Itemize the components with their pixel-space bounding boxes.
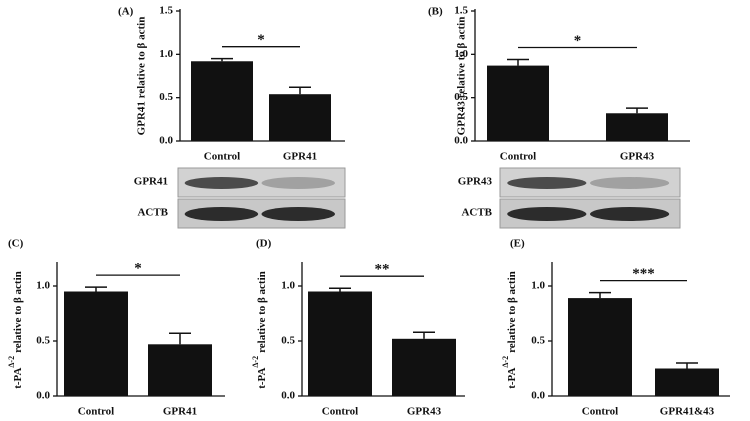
blot-label: ACTB [461, 207, 492, 219]
y-axis-label: t-PAΔ-2 relative to β actin [7, 271, 24, 389]
x-tick-label: Control [78, 406, 114, 418]
blot-band [184, 177, 259, 189]
y-tick-label: 0.5 [281, 335, 295, 347]
panel-label: (C) [8, 238, 24, 250]
bar [269, 94, 331, 141]
bar [191, 61, 253, 142]
significance-label: * [134, 261, 142, 277]
x-tick-label: Control [582, 406, 618, 418]
y-label-rest: relative to β actin [256, 271, 268, 353]
x-tick-label: Control [322, 406, 358, 418]
y-label-sup: Δ-2 [7, 356, 16, 368]
y-tick-label: 0.5 [531, 335, 545, 347]
y-label-main: t-PA [256, 368, 268, 389]
bar [148, 344, 212, 396]
blot-label: GPR43 [458, 176, 493, 188]
y-label-sup: Δ-2 [251, 356, 260, 368]
x-tick-label: GPR43 [620, 151, 655, 163]
x-tick-label: GPR41 [283, 151, 317, 163]
blot-label: ACTB [137, 207, 168, 219]
y-tick-label: 1.0 [281, 280, 295, 292]
x-tick-label: Control [500, 151, 536, 163]
y-axis-label: GPR43 relative to β actin [456, 17, 468, 136]
panel-label: (B) [428, 6, 443, 18]
significance-label: ** [375, 262, 390, 278]
blot-band [507, 177, 587, 189]
y-label-rest: relative to β actin [12, 271, 24, 353]
y-axis-label: t-PAΔ-2 relative to β actin [501, 271, 518, 389]
panel-label: (A) [118, 6, 134, 18]
significance-label: *** [632, 266, 655, 282]
y-tick-label: 1.0 [159, 48, 173, 60]
y-label-main: t-PA [12, 368, 24, 389]
y-tick-label: 0.0 [281, 390, 295, 402]
y-axis-label: GPR41 relative to β actin [136, 17, 148, 136]
blot-band [261, 177, 335, 189]
y-tick-label: 0.5 [159, 91, 173, 103]
y-tick-label: 0.0 [531, 390, 545, 402]
y-axis-label: t-PAΔ-2 relative to β actin [251, 271, 268, 389]
bar [392, 338, 456, 396]
y-tick-label: 0.0 [36, 390, 50, 402]
blot-band [590, 177, 670, 189]
blot-label: GPR41 [134, 176, 168, 188]
y-tick-label: 1.0 [531, 280, 545, 292]
y-tick-label: 1.0 [36, 280, 50, 292]
y-tick-label: 0.5 [454, 91, 468, 103]
x-tick-label: Control [204, 151, 240, 163]
blot-band [507, 207, 587, 221]
y-tick-label: 1.5 [454, 5, 468, 17]
y-label-sup: Δ-2 [501, 356, 510, 368]
significance-label: * [257, 32, 265, 48]
blot-band [261, 207, 335, 221]
x-tick-label: GPR43 [407, 406, 442, 418]
blot-band [590, 207, 670, 221]
x-tick-label: GPR41 [163, 406, 197, 418]
bar [606, 113, 668, 141]
panel-label: (E) [510, 238, 525, 250]
panel-label: (D) [256, 238, 272, 250]
blot-band [184, 207, 259, 221]
y-tick-label: 1.5 [159, 5, 173, 17]
y-tick-label: 1.0 [454, 48, 468, 60]
y-tick-label: 0.0 [454, 135, 468, 147]
y-tick-label: 0.5 [36, 335, 50, 347]
bar [568, 298, 632, 396]
bar [308, 291, 372, 396]
y-label-main: t-PA [506, 368, 518, 389]
bar [487, 65, 549, 141]
y-tick-label: 0.0 [159, 135, 173, 147]
bar [64, 291, 128, 396]
y-label-rest: relative to β actin [506, 271, 518, 353]
bar [655, 368, 719, 396]
x-tick-label: GPR41&43 [660, 406, 715, 418]
significance-label: * [574, 33, 582, 49]
